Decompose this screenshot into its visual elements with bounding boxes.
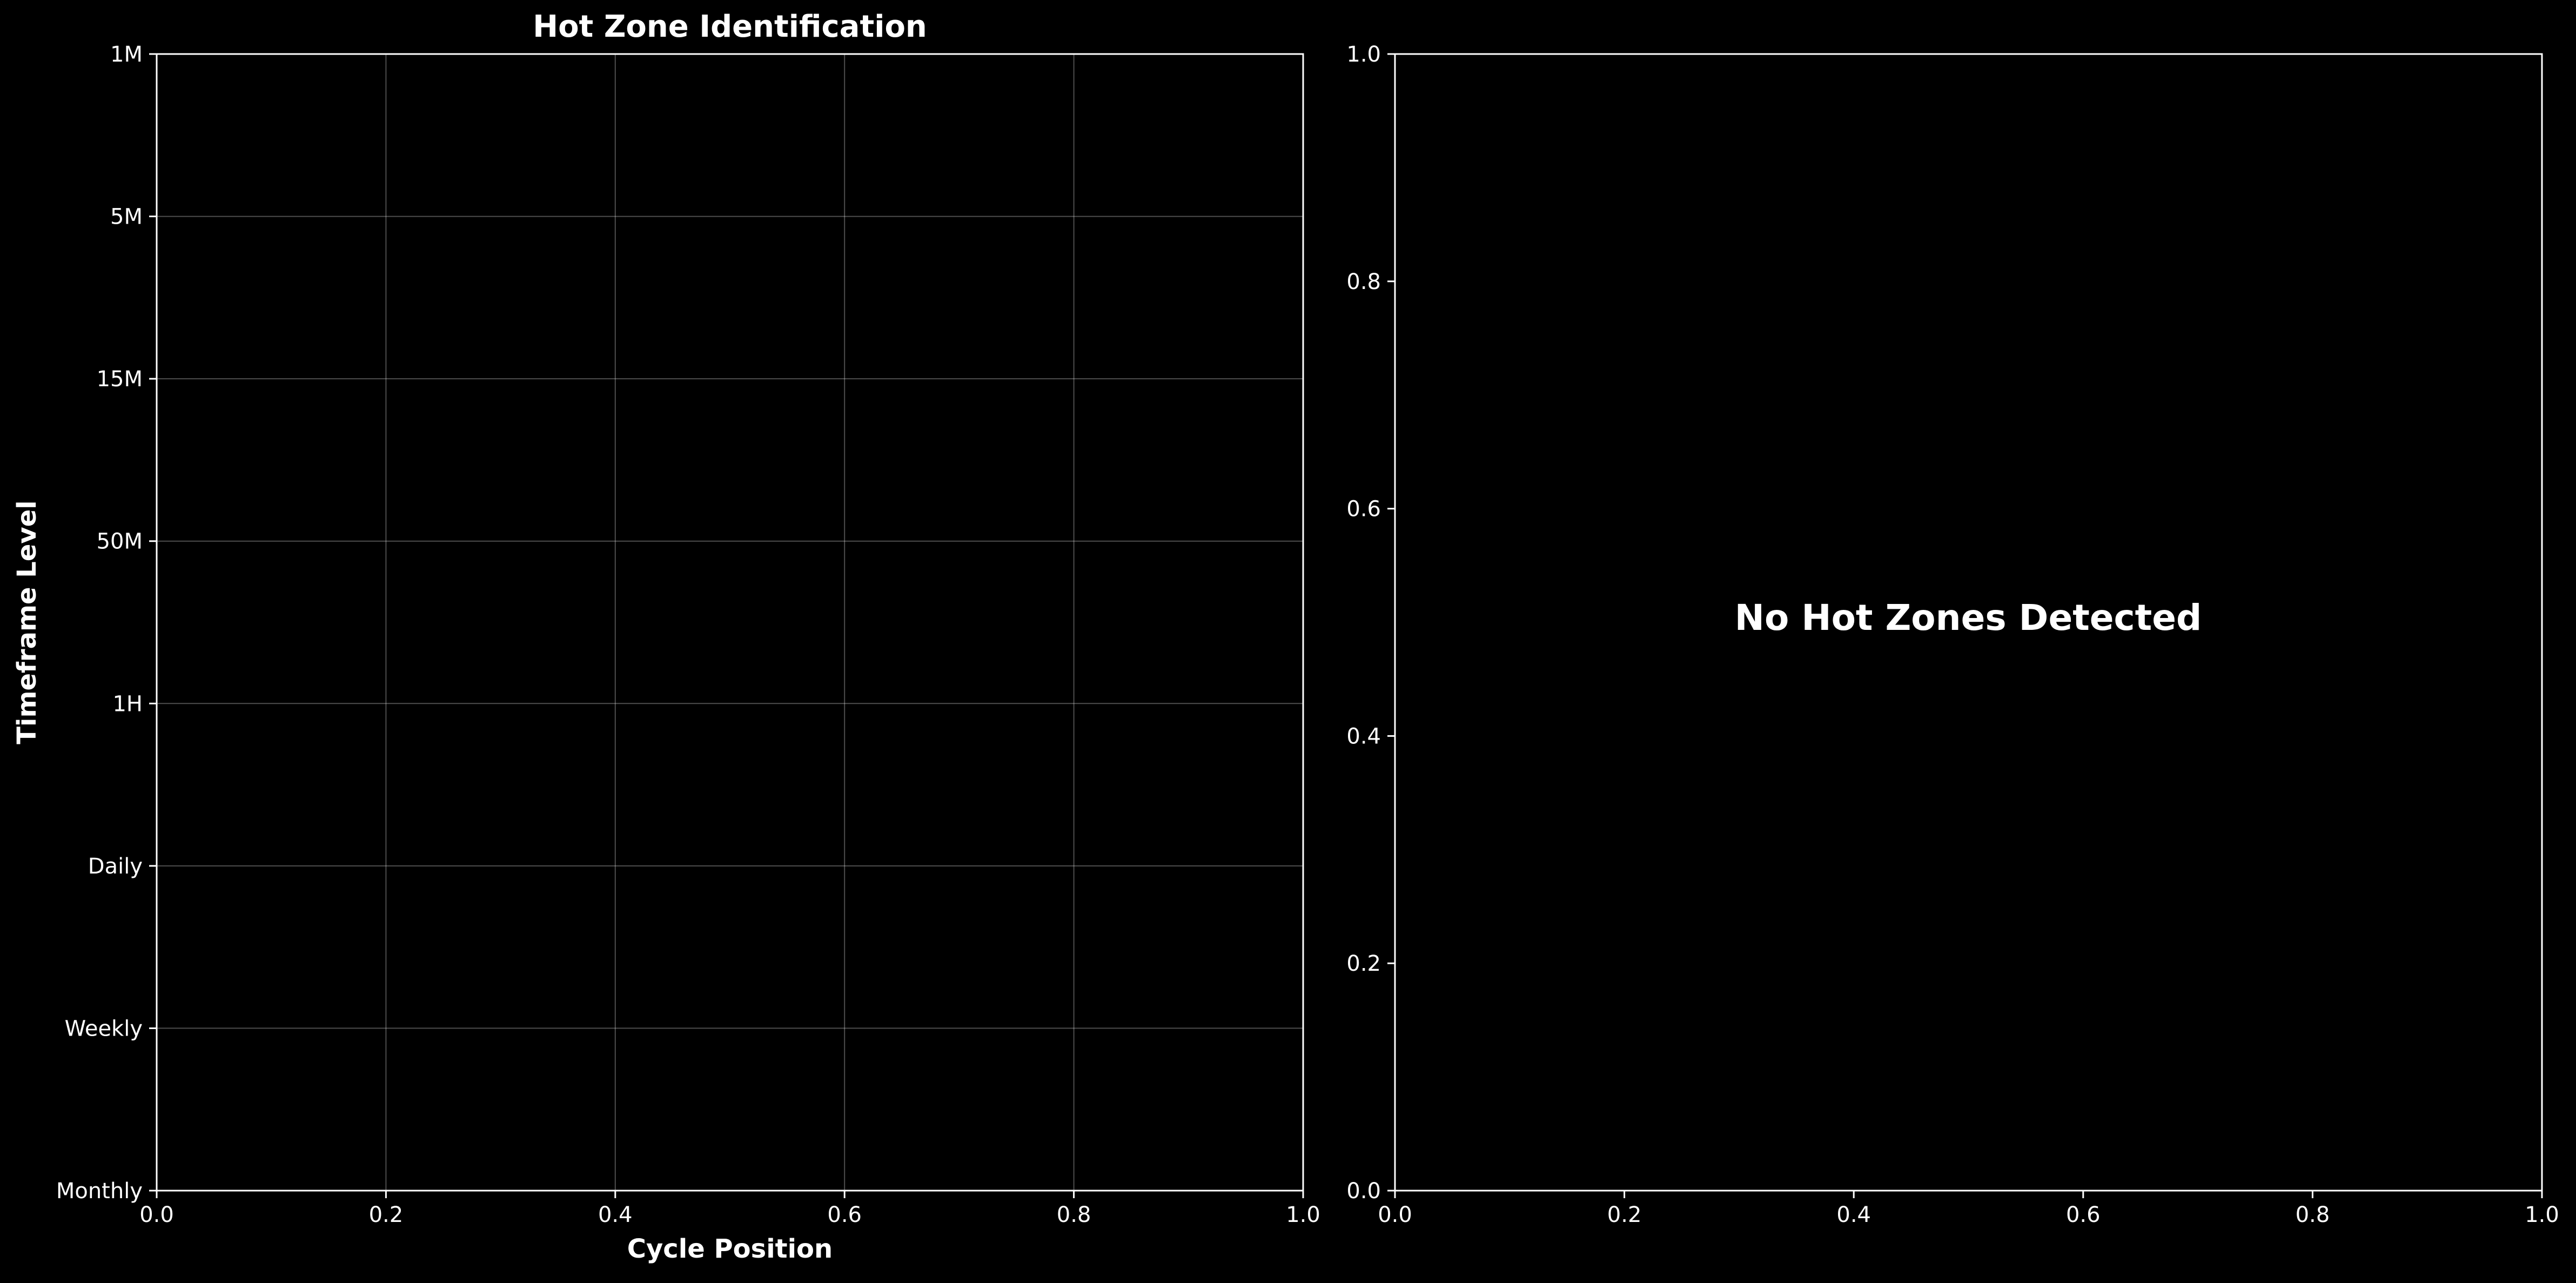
x-axis-label: Cycle Position <box>627 1234 833 1264</box>
left-x-ticks: 0.0 0.2 0.4 0.6 0.8 1.0 <box>139 1191 1320 1227</box>
left-y-tick-label: 5M <box>110 205 143 230</box>
right-x-tick-label: 0.4 <box>1836 1203 1871 1227</box>
no-hot-zones-message: No Hot Zones Detected <box>1735 597 2202 639</box>
right-y-tick-label: 0.6 <box>1346 497 1381 522</box>
y-axis-label: Timeframe Level <box>12 500 42 744</box>
left-x-tick-label: 0.6 <box>827 1203 862 1227</box>
left-y-tick-label: 15M <box>97 367 143 392</box>
left-y-tick-label: Monthly <box>56 1179 143 1204</box>
hot-zone-detail-panel: 0.0 0.2 0.4 0.6 0.8 1.0 0.0 0.2 0.4 0.6 0.8 1.0 No… <box>1346 42 2559 1227</box>
right-y-tick-label: 0.4 <box>1346 724 1381 749</box>
left-x-tick-label: 0.8 <box>1057 1203 1091 1227</box>
right-x-tick-label: 0.0 <box>1378 1203 1412 1227</box>
right-y-tick-label: 0.2 <box>1346 951 1381 976</box>
chart-title: Hot Zone Identification <box>533 9 927 44</box>
right-x-tick-label: 0.2 <box>1607 1203 1642 1227</box>
left-plot-frame <box>156 53 1304 1192</box>
right-y-tick-label: 0.8 <box>1346 270 1381 294</box>
right-x-ticks: 0.0 0.2 0.4 0.6 0.8 1.0 <box>1378 1191 2559 1227</box>
hot-zone-panel: 0.0 0.2 0.4 0.6 0.8 1.0 1M 5M 15M 50M 1H Daily Week… <box>12 9 1320 1264</box>
right-plot-frame <box>1394 53 2543 1192</box>
left-y-ticks: 1M 5M 15M 50M 1H Daily Weekly Monthly <box>56 42 157 1204</box>
right-y-ticks: 0.0 0.2 0.4 0.6 0.8 1.0 <box>1346 42 1395 1204</box>
left-y-tick-label: 1H <box>112 691 143 716</box>
left-x-tick-label: 0.0 <box>139 1203 174 1227</box>
right-x-tick-label: 1.0 <box>2525 1203 2559 1227</box>
right-x-tick-label: 0.8 <box>2296 1203 2330 1227</box>
left-y-tick-label: Weekly <box>65 1016 143 1041</box>
left-x-tick-label: 0.2 <box>369 1203 404 1227</box>
left-x-tick-label: 0.4 <box>598 1203 633 1227</box>
right-x-tick-label: 0.6 <box>2066 1203 2101 1227</box>
right-y-tick-label: 0.0 <box>1346 1179 1381 1204</box>
left-x-tick-label: 1.0 <box>1286 1203 1320 1227</box>
left-grid <box>157 54 1303 1191</box>
left-y-tick-label: 50M <box>97 529 143 554</box>
left-y-tick-label: 1M <box>110 42 143 67</box>
right-y-tick-label: 1.0 <box>1346 42 1381 67</box>
left-y-tick-label: Daily <box>88 854 143 879</box>
